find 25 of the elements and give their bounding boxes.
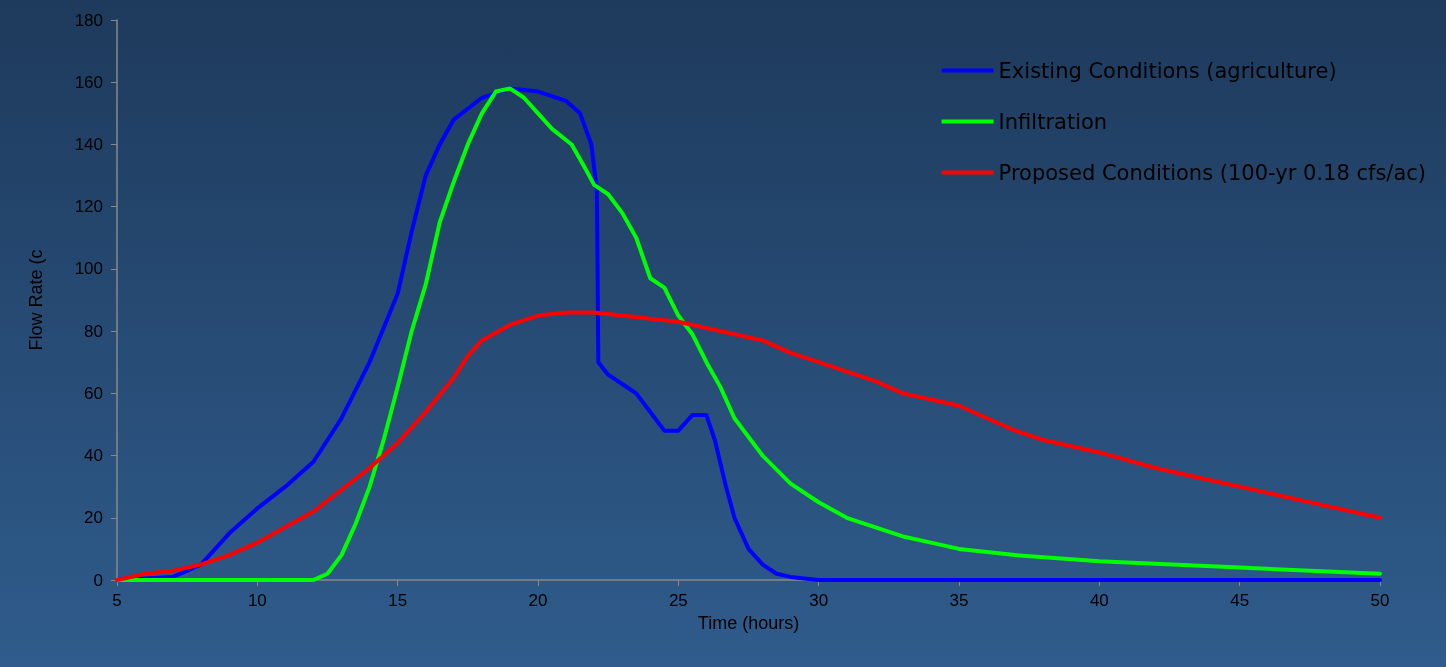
y-tick-label: 180 <box>74 10 103 30</box>
y-tick-label: 60 <box>84 383 103 403</box>
x-tick-label: 10 <box>247 591 267 610</box>
y-tick-label: 100 <box>74 259 103 279</box>
y-tick-label: 20 <box>84 508 103 528</box>
x-tick-label: 35 <box>949 591 969 610</box>
x-tick-label: 25 <box>668 591 688 610</box>
y-tick-label: 0 <box>93 570 103 590</box>
legend-label: Existing Conditions (agriculture) <box>998 58 1337 83</box>
legend-label: Proposed Conditions (100-yr 0.18 cfs/ac) <box>998 160 1426 185</box>
x-tick-label: 20 <box>528 591 548 610</box>
y-tick-label: 140 <box>74 134 103 154</box>
x-tick-label: 30 <box>809 591 829 610</box>
x-tick-label: 15 <box>388 591 408 610</box>
y-axis-title: Flow Rate (c <box>26 249 46 351</box>
x-tick-label: 50 <box>1370 591 1390 610</box>
y-tick-label: 120 <box>74 197 103 217</box>
y-tick-label: 160 <box>74 72 103 92</box>
y-tick-label: 40 <box>84 446 103 466</box>
x-tick-label: 40 <box>1089 591 1109 610</box>
legend-label: Infiltration <box>998 109 1108 134</box>
x-axis-title: Time (hours) <box>697 612 800 633</box>
x-tick-label: 45 <box>1230 591 1250 610</box>
y-tick-label: 80 <box>84 321 103 341</box>
x-tick-label: 5 <box>112 591 122 610</box>
